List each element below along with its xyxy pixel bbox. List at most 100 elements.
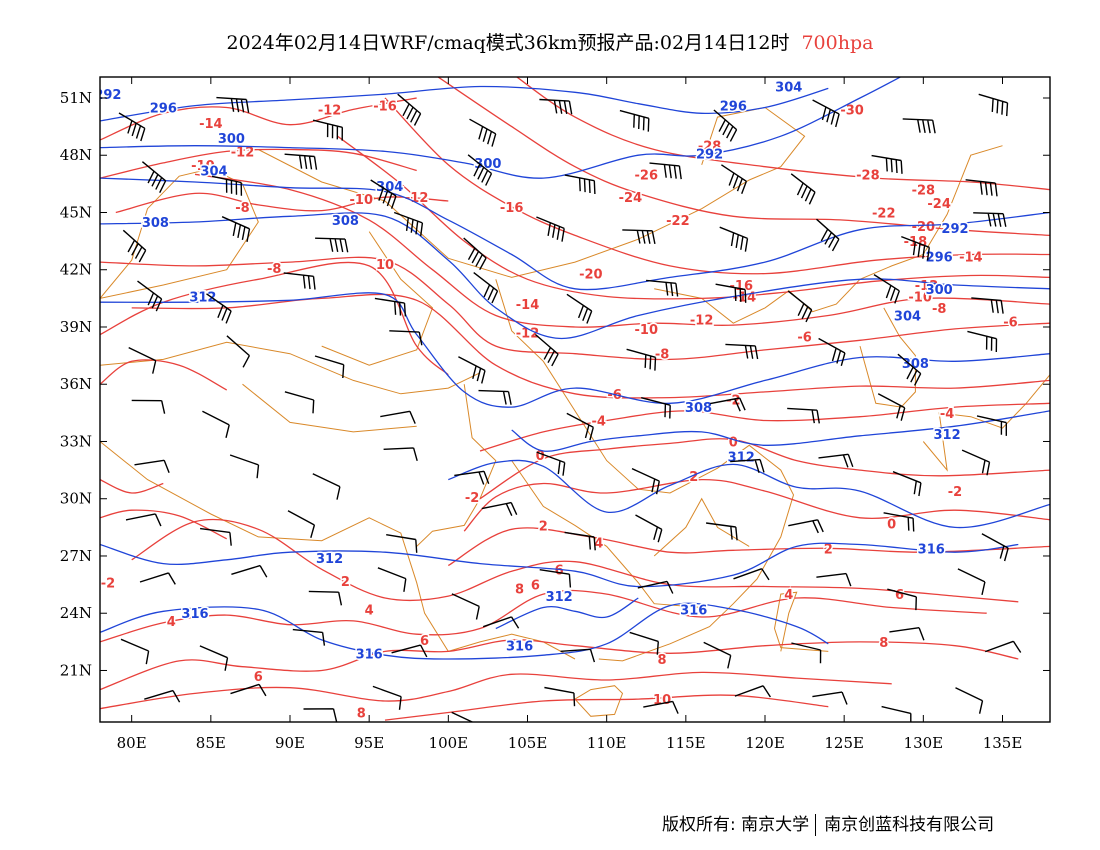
wind-barb	[703, 641, 732, 669]
temperature-contour-label: 4	[167, 615, 176, 630]
lat-tick-label: 30N	[60, 490, 92, 508]
height-contour-label: 316	[680, 603, 707, 618]
wind-barb	[566, 293, 593, 324]
wind-barb-stroke	[128, 346, 157, 374]
title-text: 2024年02月14日WRF/cmaq模式36km预报产品:02月14日12时	[226, 32, 790, 54]
wind-barb	[200, 527, 232, 546]
wind-barb	[734, 685, 771, 698]
temperature-contour-label: -10	[908, 290, 932, 305]
wind-barb	[292, 628, 326, 646]
wind-barb-stroke	[881, 705, 912, 722]
wind-barb	[473, 272, 499, 304]
wind-barb	[451, 711, 474, 722]
temperature-contour-label: 0	[729, 435, 738, 450]
wind-barb	[816, 572, 852, 587]
wind-barb-stroke	[622, 229, 656, 245]
isotherm-line	[337, 135, 1050, 300]
lat-tick-label: 51N	[60, 89, 92, 107]
wind-barb-stroke	[871, 154, 903, 174]
border-line	[653, 497, 750, 557]
wind-barb	[812, 99, 840, 128]
wind-barb-stroke	[564, 531, 596, 551]
border-line	[321, 231, 434, 366]
wind-barb-stroke	[713, 109, 738, 142]
border-line	[922, 374, 1050, 472]
wind-barb-stroke	[649, 162, 682, 180]
border-line	[258, 106, 806, 278]
wind-barb	[881, 705, 912, 722]
lon-tick-label: 110E	[587, 734, 627, 752]
wind-barb	[216, 96, 250, 113]
wind-barb	[706, 522, 738, 541]
wind-barb	[211, 175, 243, 196]
wind-barb	[978, 93, 1009, 117]
height-contour-label: 304	[894, 310, 921, 325]
wind-barb-stroke	[816, 218, 840, 252]
wind-barb-stroke	[458, 356, 486, 384]
wind-barb	[120, 638, 150, 665]
wind-barb-stroke	[788, 519, 824, 534]
temperature-contour-label: -12	[690, 313, 714, 328]
wind-barb	[877, 393, 906, 421]
temperature-contour-label: -14	[959, 250, 983, 265]
height-contour-line	[100, 292, 1050, 408]
copyright-owner: 版权所有: 南京大学	[662, 815, 810, 835]
wind-barb-stroke	[981, 533, 1009, 562]
wind-barb	[622, 229, 656, 245]
wind-barb	[626, 348, 657, 371]
isotherm-line	[100, 261, 449, 376]
wind-barb	[812, 691, 848, 705]
wind-barb-stroke	[389, 330, 423, 346]
wind-barb-stroke	[536, 451, 566, 476]
wind-barb	[871, 154, 903, 174]
height-contour-label: 292	[941, 222, 968, 237]
wind-barb-stroke	[641, 397, 671, 419]
wind-barb	[312, 473, 341, 500]
wind-barb	[967, 330, 998, 353]
lat-tick-label: 21N	[60, 661, 92, 679]
wind-barb	[965, 179, 998, 197]
temperature-contour-label: 6	[895, 588, 904, 603]
height-contour-line	[100, 177, 1050, 291]
wind-barb-stroke	[125, 513, 162, 527]
wind-barb	[973, 212, 1007, 227]
wind-barb-stroke	[451, 711, 474, 722]
map-axes: 80E 85E 90E 95E 100E 105E 110E 115E 120E 125E 130E…	[60, 77, 1050, 752]
isotherm-line	[100, 479, 164, 494]
wind-barb-stroke	[463, 237, 487, 271]
wind-barb-stroke	[790, 173, 816, 205]
wind-barb-stroke	[391, 644, 428, 658]
wind-barb-stroke	[955, 687, 984, 714]
wind-barb	[984, 640, 1022, 653]
wind-barb-stroke	[451, 593, 480, 620]
temperature-contour-label: -26	[635, 168, 659, 183]
wind-barb	[955, 687, 984, 714]
wind-barb	[206, 293, 232, 324]
wind-barb	[383, 447, 418, 461]
temperature-contour-label: -16	[500, 201, 524, 216]
wind-barb	[451, 593, 480, 620]
temperature-contour-label: -16	[373, 100, 397, 115]
lat-tick-label: 27N	[60, 547, 92, 565]
wind-barb	[397, 93, 422, 126]
temperature-contours: -30-28-26 -28-28-24 -24-22-22-20-18-16-14-…	[100, 77, 1050, 722]
temperature-contour-label: -28	[698, 140, 722, 155]
wind-barb	[467, 154, 493, 186]
isotherm-line	[100, 359, 228, 391]
temperature-contour-label: -2	[948, 485, 962, 500]
wind-barb-stroke	[380, 410, 416, 424]
wind-barb-stroke	[386, 534, 418, 553]
wind-barb	[372, 685, 402, 710]
wind-barb-stroke	[984, 640, 1022, 653]
wind-barb	[534, 333, 559, 367]
height-contour-line	[100, 602, 829, 660]
wind-barb	[560, 648, 596, 663]
wind-barb-stroke	[957, 568, 986, 596]
wind-barb	[641, 397, 671, 419]
wind-barb	[139, 572, 176, 585]
temperature-contour-label: -4	[940, 407, 954, 422]
wind-barb	[287, 510, 316, 538]
wind-barb-stroke	[883, 512, 915, 532]
wind-barb-stroke	[818, 337, 846, 366]
wind-barb	[889, 627, 925, 641]
